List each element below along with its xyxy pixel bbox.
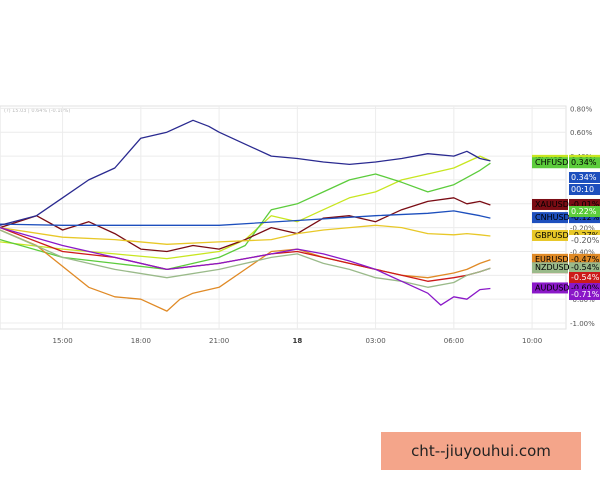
legend-value-box bbox=[569, 253, 600, 265]
extra-value-box bbox=[569, 184, 600, 195]
series-line-index-9 bbox=[0, 119, 491, 226]
series-line-eurusd bbox=[0, 229, 491, 312]
legend-name-nzdusd: NZDUSD bbox=[535, 263, 570, 272]
extra-value-label: -0.20% bbox=[571, 236, 600, 245]
y-tick-label: -1.00% bbox=[570, 320, 595, 328]
series-line-gbpusd bbox=[0, 224, 491, 245]
legend-box-audusd bbox=[532, 282, 568, 294]
watermark-text: cht--jiuyouhui.com bbox=[411, 442, 551, 460]
legend-box-nzdusd bbox=[532, 262, 568, 274]
legend-box-eurusd bbox=[532, 253, 568, 265]
x-tick-label: 18:00 bbox=[131, 337, 151, 345]
extra-value-box bbox=[569, 235, 600, 246]
gridlines bbox=[0, 106, 566, 329]
legend-value-xauusd: -0.01% bbox=[571, 200, 600, 209]
y-tick-label: 0.60% bbox=[570, 129, 593, 137]
legend-value-audusd: -0.60% bbox=[571, 283, 600, 292]
series-lines bbox=[0, 119, 491, 312]
y-tick-label: -0.40% bbox=[570, 248, 595, 256]
x-tick-label: 21:00 bbox=[209, 337, 229, 345]
x-tick-label: 06:00 bbox=[444, 337, 464, 345]
legend-name-gbpusd: GBPUSD bbox=[535, 231, 569, 240]
y-tick-label: -0.80% bbox=[570, 296, 595, 304]
extra-value-label: 0.22% bbox=[571, 207, 597, 216]
x-axis-ticks: 15:00 18:00 21:00 18 03:00 06:00 10:00 bbox=[53, 337, 543, 345]
legend-value-cnhusd: -0.12% bbox=[571, 213, 600, 222]
x-tick-label: 15:00 bbox=[53, 337, 73, 345]
series-line-cnhusd bbox=[0, 210, 491, 226]
legend-box-xauusd bbox=[532, 198, 568, 210]
series-line-chfusd bbox=[0, 162, 491, 271]
series-line-nzdusd bbox=[0, 229, 491, 288]
extra-value-label: 00:10 bbox=[571, 185, 594, 194]
x-tick-label: 10:00 bbox=[522, 337, 542, 345]
legend-value-box bbox=[569, 157, 600, 169]
watermark-banner: cht--jiuyouhui.com bbox=[381, 432, 581, 470]
legend-value-box bbox=[569, 282, 600, 294]
chart-header-text: (?) 15.03 | 0.64% (-0.10%) bbox=[4, 108, 70, 114]
series-line-jpyusd bbox=[0, 155, 491, 260]
legend-value-box bbox=[569, 262, 600, 274]
legend-name-cnhusd: CNHUSD bbox=[535, 213, 570, 222]
x-tick-label: 03:00 bbox=[366, 337, 386, 345]
legend-value-nzdusd: -0.54% bbox=[571, 263, 600, 272]
legend-box-chfusd bbox=[532, 157, 568, 169]
legend-name-eurusd: EURUSD bbox=[535, 255, 569, 264]
y-tick-label: 0.80% bbox=[570, 105, 593, 113]
extra-value-box bbox=[569, 272, 600, 283]
legend-name-audusd: AUDUSD bbox=[535, 283, 570, 292]
legend-name-chfusd: CHFUSD bbox=[535, 158, 568, 167]
y-tick-label: -0.20% bbox=[570, 225, 595, 233]
extra-value-box bbox=[569, 289, 600, 300]
extra-value-label: -0.54% bbox=[571, 273, 600, 282]
legend-value-eurusd: -0.47% bbox=[571, 255, 600, 264]
legend-box-gbpusd bbox=[532, 229, 568, 241]
legend-value-box bbox=[569, 212, 600, 224]
right-legend: JPYUSD0.36%CHFUSD0.34%XAUUSD-0.01%CNHUSD… bbox=[532, 154, 600, 300]
legend-value-box bbox=[569, 198, 600, 210]
extra-value-label: -0.71% bbox=[571, 290, 600, 299]
series-line-audusd bbox=[0, 226, 491, 306]
legend-box-cnhusd bbox=[532, 212, 568, 224]
extra-value-box bbox=[569, 172, 600, 183]
extra-value-box bbox=[569, 206, 600, 217]
legend-name-xauusd: XAUUSD bbox=[535, 200, 569, 209]
plot-frame bbox=[0, 105, 567, 330]
x-tick-label: 18 bbox=[292, 337, 302, 345]
legend-value-chfusd: 0.34% bbox=[571, 158, 597, 167]
extra-value-label: 0.34% bbox=[571, 173, 597, 182]
